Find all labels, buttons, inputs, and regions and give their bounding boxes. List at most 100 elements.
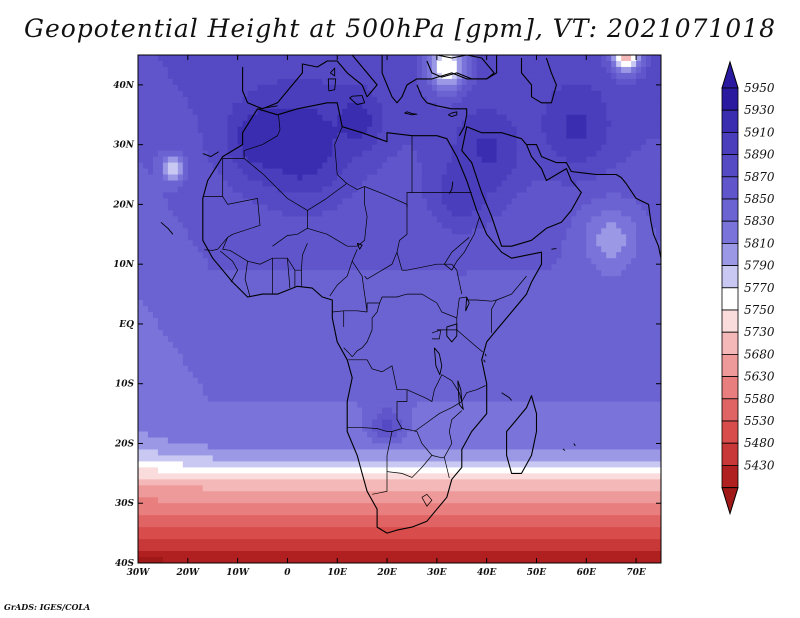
country-border <box>443 217 480 271</box>
field-cell <box>138 347 179 355</box>
field-cell <box>456 84 463 92</box>
field-cell <box>242 144 333 152</box>
field-cell <box>421 186 443 194</box>
field-cell <box>177 174 184 182</box>
field-cell <box>177 162 184 170</box>
field-cell <box>621 228 637 235</box>
field-cell <box>416 401 661 409</box>
field-cell <box>651 216 661 223</box>
field-cell <box>421 162 448 170</box>
coastlines <box>160 55 661 534</box>
field-cell <box>456 66 463 74</box>
field-cell <box>332 144 373 152</box>
field-cell <box>631 66 637 74</box>
lon-tick-label: 10E <box>328 568 348 578</box>
field-cell <box>476 60 602 68</box>
field-cell <box>616 72 637 80</box>
lake-outline <box>433 347 443 376</box>
country-border <box>329 249 358 297</box>
field-cell <box>646 66 661 74</box>
lat-tick-label: 20N <box>112 200 135 210</box>
field-cell <box>636 66 642 74</box>
field-cell <box>606 108 661 116</box>
field-cell <box>636 78 661 86</box>
field-cell <box>138 186 179 194</box>
field-cell <box>626 240 637 247</box>
lat-tick-label: 10S <box>115 380 135 390</box>
field-cell <box>441 180 503 188</box>
field-cell <box>377 168 423 176</box>
island-coastline <box>327 78 337 92</box>
field-cell <box>202 132 229 140</box>
field-cell <box>566 126 587 134</box>
island-coastline <box>349 95 366 106</box>
field-cell <box>138 551 661 558</box>
field-cell <box>202 389 661 397</box>
lon-tick-label: 20E <box>376 568 397 578</box>
field-cell <box>172 78 279 86</box>
field-cell <box>436 90 458 98</box>
field-cell <box>207 258 558 265</box>
field-cell <box>138 180 184 188</box>
field-cell <box>397 413 413 421</box>
field-cell <box>616 66 622 74</box>
field-cell <box>636 60 642 68</box>
field-cell <box>138 234 189 241</box>
arabia-coastline <box>461 126 582 247</box>
field-cell <box>621 210 647 217</box>
field-cell <box>416 55 423 62</box>
field-cell <box>626 264 661 271</box>
field-cell <box>546 102 607 110</box>
geopotential-field <box>138 55 661 563</box>
field-cell <box>481 156 498 164</box>
field-cell <box>138 461 184 468</box>
field-cell <box>382 114 468 122</box>
field-cell <box>367 431 378 439</box>
field-cell <box>601 246 622 253</box>
field-cell <box>441 55 453 62</box>
field-cell <box>516 126 543 134</box>
field-cell <box>436 60 458 68</box>
colorbar-swatch <box>721 331 739 355</box>
field-cell <box>461 78 468 86</box>
field-cell <box>431 210 453 217</box>
field-cell <box>421 72 428 80</box>
field-cell <box>421 192 443 200</box>
colorbar-swatch <box>721 220 739 244</box>
field-cell <box>367 126 383 134</box>
field-cell <box>476 138 498 146</box>
field-cell <box>347 102 363 110</box>
field-cell <box>566 228 587 235</box>
country-border <box>332 310 368 313</box>
field-cell <box>212 162 239 170</box>
field-cell <box>362 413 378 421</box>
field-cell <box>342 198 428 206</box>
field-cell <box>162 168 169 176</box>
field-cell <box>227 120 244 128</box>
field-cell <box>157 497 661 504</box>
field-cell <box>182 150 209 158</box>
field-cell <box>586 246 602 253</box>
field-cell <box>441 198 488 206</box>
field-cell <box>421 168 448 176</box>
field-cell <box>561 84 592 92</box>
colorbar-swatch <box>721 376 739 400</box>
field-cell <box>138 168 149 176</box>
field-cell <box>182 90 249 98</box>
field-cell <box>641 55 647 62</box>
field-cell <box>591 84 661 92</box>
field-cell <box>138 55 159 62</box>
field-cell <box>511 120 543 128</box>
field-cell <box>247 114 323 122</box>
field-cell <box>631 150 661 158</box>
field-cell <box>636 240 661 247</box>
field-cell <box>596 234 627 241</box>
field-cell <box>496 156 518 164</box>
field-cell <box>152 311 661 319</box>
field-cell <box>426 66 433 74</box>
lon-tick-label: 0 <box>284 568 291 578</box>
map-axes: 30W 20W 10W 0 10E 20E 30E 40E 50E 60E 70E 40N 30N 20N… <box>112 55 661 578</box>
field-cell <box>247 90 373 98</box>
field-cell <box>182 168 189 176</box>
field-cell <box>506 114 543 122</box>
